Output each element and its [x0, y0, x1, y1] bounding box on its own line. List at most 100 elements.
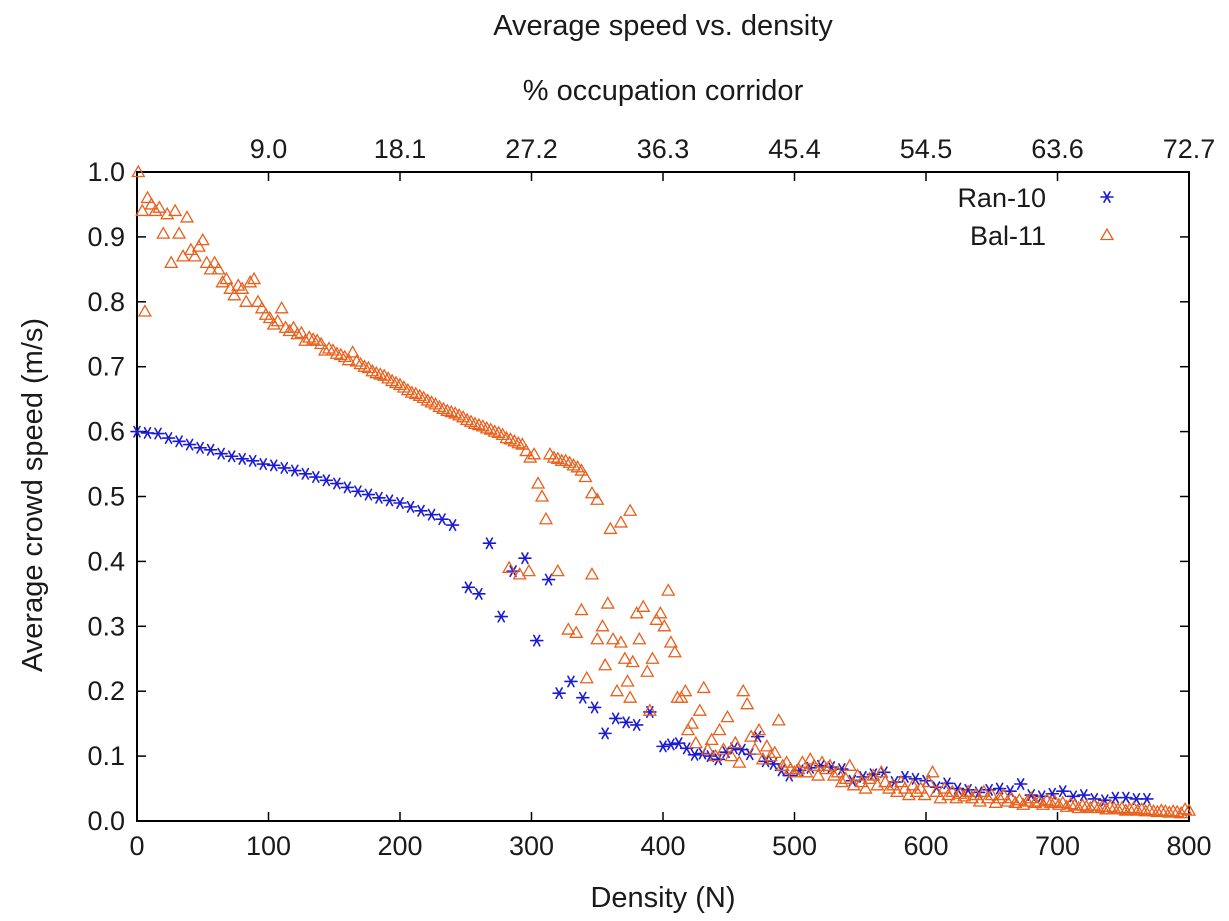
data-point: [161, 432, 176, 445]
data-point: [254, 300, 270, 314]
data-point: [306, 332, 321, 345]
data-point: [420, 393, 435, 406]
data-point: [609, 683, 625, 697]
data-point: [444, 404, 459, 418]
data-point: [175, 249, 191, 262]
data-point: [992, 790, 1007, 804]
series-bal-11: [131, 164, 1197, 819]
data-point: [600, 596, 615, 609]
data-point: [1063, 796, 1078, 810]
data-point: [850, 768, 865, 781]
data-point: [598, 727, 612, 740]
data-point: [503, 432, 518, 445]
data-point: [282, 323, 297, 337]
data-point: [152, 200, 167, 213]
data-point: [502, 560, 517, 574]
data-point: [590, 631, 605, 645]
data-point: [287, 464, 302, 477]
data-point: [803, 752, 818, 765]
x-tick-label: 600: [903, 831, 948, 861]
data-point: [546, 450, 561, 463]
data-point: [587, 701, 602, 714]
data-point: [1140, 792, 1154, 805]
top-tick-label: 36.3: [637, 134, 690, 164]
data-point: [1071, 800, 1086, 814]
data-point: [172, 435, 186, 448]
legend-label: Ran-10: [957, 183, 1046, 213]
data-point: [653, 606, 668, 619]
data-point: [340, 481, 355, 494]
data-point: [743, 729, 759, 742]
top-tick-label: 63.6: [1031, 134, 1084, 164]
data-point: [960, 784, 976, 797]
data-point: [435, 513, 449, 526]
data-point: [921, 774, 936, 788]
data-point: [1091, 800, 1106, 814]
y-axis-label: Average crowd speed (m/s): [17, 318, 49, 672]
data-point: [980, 790, 995, 804]
data-point: [1051, 797, 1066, 810]
data-point: [168, 203, 183, 217]
data-point: [632, 631, 647, 645]
data-point: [767, 745, 782, 759]
data-point: [482, 537, 497, 550]
data-point: [704, 732, 719, 746]
legend: Ran-10 Bal-11: [957, 183, 1115, 251]
data-point: [893, 774, 909, 788]
x-tick-label: 300: [509, 831, 554, 861]
data-point: [131, 164, 146, 178]
data-point: [445, 519, 460, 532]
data-point: [1013, 778, 1028, 791]
data-point: [183, 242, 199, 256]
x-tick-label: 700: [1035, 831, 1080, 861]
data-point: [988, 795, 1003, 808]
data-point: [459, 412, 475, 426]
top-tick-label: 72.7: [1163, 134, 1216, 164]
data-point: [156, 226, 171, 239]
x-tick-label: 400: [640, 831, 685, 861]
data-point: [909, 784, 924, 797]
data-point: [787, 765, 802, 778]
data-point: [736, 683, 751, 697]
data-point: [256, 458, 271, 471]
data-point: [937, 781, 952, 794]
data-point: [357, 359, 372, 372]
data-point: [518, 552, 532, 565]
data-point: [135, 203, 150, 217]
data-point: [412, 388, 427, 402]
data-point: [211, 262, 226, 275]
data-point: [1134, 802, 1149, 815]
data-point: [369, 365, 384, 379]
data-point: [313, 336, 329, 350]
data-point: [732, 755, 747, 768]
data-point: [613, 635, 629, 648]
data-point: [692, 703, 707, 716]
data-point: [680, 722, 696, 736]
data-point: [223, 281, 238, 294]
data-point: [574, 602, 589, 616]
data-point: [319, 474, 334, 487]
data-point: [207, 255, 222, 269]
data-point: [414, 504, 428, 517]
data-point: [1075, 798, 1090, 811]
data-point: [182, 438, 197, 451]
data-point: [830, 765, 846, 778]
data-point: [1158, 803, 1173, 817]
data-point: [575, 691, 590, 704]
data-point: [384, 373, 400, 387]
data-point: [818, 761, 834, 775]
y-tick-label: 0.4: [87, 546, 125, 576]
data-point: [1043, 795, 1059, 808]
data-point: [372, 491, 386, 504]
data-point: [298, 333, 313, 346]
data-point: [708, 748, 723, 762]
y-tick-label: 0.7: [87, 352, 125, 382]
data-point: [140, 426, 155, 439]
data-point: [598, 657, 613, 671]
data-point: [333, 347, 348, 361]
data-point: [613, 515, 629, 528]
data-point: [298, 467, 313, 480]
data-point: [1110, 802, 1126, 815]
data-point: [1099, 802, 1114, 815]
top-tick-label: 45.4: [768, 134, 821, 164]
